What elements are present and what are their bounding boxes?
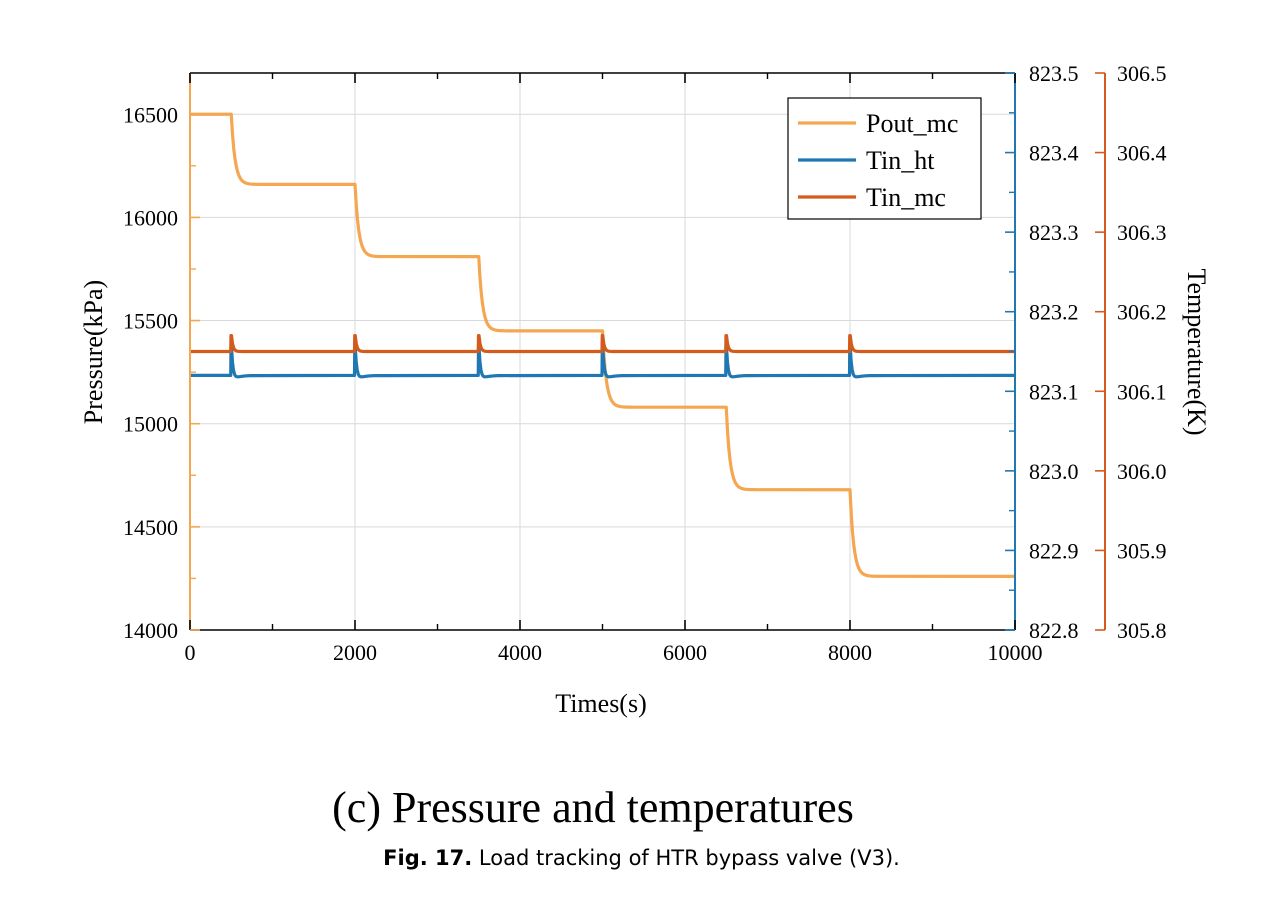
series-line-tin-mc bbox=[190, 333, 1015, 354]
y-right-ht-tick-label: 823.0 bbox=[1029, 459, 1079, 484]
y-left-tick-label: 15000 bbox=[123, 412, 178, 437]
x-tick-label: 10000 bbox=[988, 640, 1043, 665]
y-right-ht-tick-label: 823.2 bbox=[1029, 300, 1079, 325]
legend-label-tin-mc: Tin_mc bbox=[866, 183, 946, 212]
legend: Pout_mc Tin_ht Tin_mc bbox=[787, 97, 982, 220]
y-left-tick-label: 16500 bbox=[123, 102, 178, 127]
figure-label: Fig. 17. bbox=[383, 846, 473, 870]
y-left-tick-label: 16000 bbox=[123, 205, 178, 230]
y-right-mc-tick-label: 306.1 bbox=[1117, 379, 1167, 404]
y-right-mc-tick-label: 306.3 bbox=[1117, 220, 1167, 245]
y-left-tick-label: 14000 bbox=[123, 618, 178, 643]
x-tick-label: 2000 bbox=[333, 640, 377, 665]
figure-caption-text: Load tracking of HTR bypass valve (V3). bbox=[478, 846, 900, 870]
y-right-mc-tick-label: 306.0 bbox=[1117, 459, 1167, 484]
panel-subtitle: (c) Pressure and temperatures bbox=[332, 783, 854, 832]
y-left-tick-label: 15500 bbox=[123, 309, 178, 334]
legend-label-tin-ht: Tin_ht bbox=[866, 146, 935, 175]
y-right-ht-tick-label: 822.8 bbox=[1029, 618, 1079, 643]
tick-labels: 0 2000 4000 6000 8000 10000 14000 14500 15000 155… bbox=[123, 61, 1167, 665]
y-right-ht-tick-label: 823.1 bbox=[1029, 379, 1079, 404]
y-left-tick-label: 14500 bbox=[123, 515, 178, 540]
series-lines bbox=[189, 112, 1016, 578]
y-right-mc-tick-label: 306.4 bbox=[1117, 141, 1167, 166]
x-tick-label: 8000 bbox=[828, 640, 872, 665]
y-right-mc-tick-label: 305.9 bbox=[1117, 538, 1167, 563]
x-tick-label: 6000 bbox=[663, 640, 707, 665]
x-tick-label: 4000 bbox=[498, 640, 542, 665]
left-axis-title: Pressure(kPa) bbox=[79, 280, 108, 424]
y-right-ht-tick-label: 823.4 bbox=[1029, 141, 1079, 166]
legend-label-pout-mc: Pout_mc bbox=[866, 109, 958, 138]
y-right-mc-tick-label: 306.5 bbox=[1117, 61, 1167, 86]
series-line-tin-ht bbox=[190, 345, 1016, 379]
y-right-mc-tick-label: 306.2 bbox=[1117, 300, 1167, 325]
y-right-ht-tick-label: 823.3 bbox=[1029, 220, 1079, 245]
series-line-pout-mc bbox=[189, 112, 1016, 578]
y-right-ht-tick-label: 823.5 bbox=[1029, 61, 1079, 86]
x-tick-label: 0 bbox=[185, 640, 196, 665]
y-right-mc-tick-label: 305.8 bbox=[1117, 618, 1167, 643]
right-axis-title: Temperature(K) bbox=[1182, 268, 1211, 435]
x-axis-title: Times(s) bbox=[555, 689, 647, 718]
figure-caption: Fig. 17. Load tracking of HTR bypass val… bbox=[0, 846, 1283, 870]
axes bbox=[189, 72, 1106, 631]
y-right-ht-tick-label: 822.9 bbox=[1029, 538, 1079, 563]
